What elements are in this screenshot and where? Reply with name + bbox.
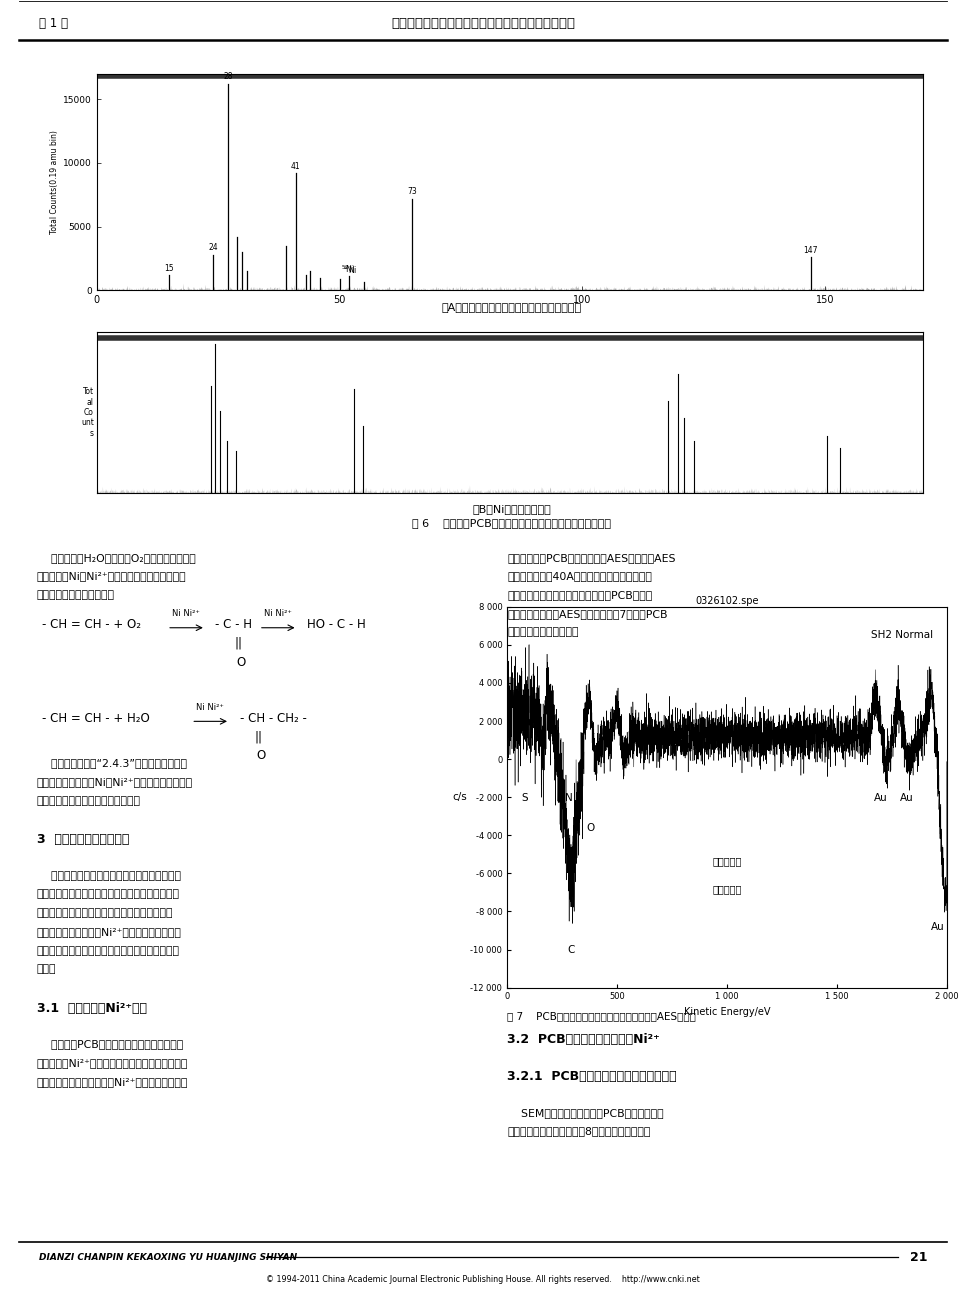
- Text: （A）树脂二次离子质谱分析图谱（正离子谱）: （A）树脂二次离子质谱分析图谱（正离子谱）: [441, 302, 582, 312]
- Text: ²Ni: ²Ni: [344, 265, 355, 274]
- Text: 应，双键断裂，形成羟基：: 应，双键断裂，形成羟基：: [37, 590, 115, 600]
- Text: 21: 21: [910, 1251, 927, 1264]
- Text: SH2 Normal: SH2 Normal: [871, 630, 933, 639]
- Text: 表面分析技术。与失效样品同工艺的PCB板与斌: 表面分析技术。与失效样品同工艺的PCB板与斌: [507, 590, 652, 600]
- Text: 马纸电连接部位的AES分析图谱见图7，可见PCB: 马纸电连接部位的AES分析图谱见图7，可见PCB: [507, 608, 668, 618]
- Text: 3.2  PCB板镀镔层受腑蚀产生Ni²⁺: 3.2 PCB板镀镔层受腑蚀产生Ni²⁺: [507, 1033, 660, 1046]
- Text: 李少平等：斌马纸连接电阔增大失效机理及改进效果: 李少平等：斌马纸连接电阔增大失效机理及改进效果: [391, 17, 575, 30]
- Text: 工艺残留，则样品表面存在Ni²⁺，因此，对失效样: 工艺残留，则样品表面存在Ni²⁺，因此，对失效样: [37, 1077, 188, 1087]
- Text: Ni Ni²⁺: Ni Ni²⁺: [196, 702, 224, 711]
- Y-axis label: Total Counts(0.19 amu bin): Total Counts(0.19 amu bin): [50, 130, 59, 234]
- Text: 未检测到镔: 未检测到镔: [712, 884, 742, 895]
- Text: 第 1 期: 第 1 期: [39, 17, 68, 30]
- Text: 接处镀层存在腑蚀坑，见图8，证明计算器使用过: 接处镀层存在腑蚀坑，见图8，证明计算器使用过: [507, 1126, 650, 1136]
- Text: $^{52}$Ni: $^{52}$Ni: [341, 265, 357, 276]
- Text: 板镀金层表面无镔残留。: 板镀金层表面无镔残留。: [507, 627, 579, 638]
- Title: 0326102.spe: 0326102.spe: [696, 596, 758, 605]
- Text: 镀金层表面: 镀金层表面: [712, 856, 742, 866]
- Text: 73: 73: [408, 187, 417, 196]
- Text: 24: 24: [209, 243, 218, 252]
- Text: （B）Ni附近的谱峰放大: （B）Ni附近的谱峰放大: [472, 503, 552, 514]
- Text: - C - H: - C - H: [215, 618, 252, 631]
- Text: 分析样品表面约40A厚度的元素含量，是一种浅: 分析样品表面约40A厚度的元素含量，是一种浅: [507, 571, 652, 581]
- Text: - CH = CH - + H₂O: - CH = CH - + H₂O: [42, 711, 150, 724]
- Text: 这种转化过程在“2.4.3”项中的红外光谱分: 这种转化过程在“2.4.3”项中的红外光谱分: [37, 758, 186, 768]
- Text: ||: ||: [235, 636, 242, 649]
- Text: 产品中的PCB板在铜箔上镀镔、然后镀金，: 产品中的PCB板在铜箔上镀镔、然后镀金，: [37, 1039, 183, 1050]
- Text: 3.1  产品工艺无Ni²⁺残留: 3.1 产品工艺无Ni²⁺残留: [37, 1002, 147, 1015]
- Text: Au: Au: [931, 923, 945, 932]
- Text: 树脂的老化，那么，只有确认锴的来源，才能对产: 树脂的老化，那么，只有确认锴的来源，才能对产: [37, 889, 180, 900]
- Text: 残留，或产品的材料在使用过程中发生化学作用而: 残留，或产品的材料在使用过程中发生化学作用而: [37, 945, 180, 955]
- Text: O: O: [237, 656, 246, 669]
- Text: S: S: [522, 793, 528, 803]
- Text: 41: 41: [291, 161, 300, 170]
- Text: 3  树脂老化相关原因分析: 3 树脂老化相关原因分析: [37, 834, 129, 847]
- Text: HO - C - H: HO - C - H: [307, 618, 366, 631]
- Y-axis label: Tot
al
Co
unt
s: Tot al Co unt s: [81, 387, 94, 438]
- Text: 品实施改进。产品实际使用过程中，不可能引入: 品实施改进。产品实际使用过程中，不可能引入: [37, 909, 173, 918]
- Y-axis label: c/s: c/s: [452, 793, 467, 802]
- Text: SEM观察可见，失效样品PCB板与斌马纸对: SEM观察可见，失效样品PCB板与斌马纸对: [507, 1108, 664, 1118]
- Text: 图 7    PCB板（与斌马纸电连接处）镀金层表面AES分析图: 图 7 PCB板（与斌马纸电连接处）镀金层表面AES分析图: [507, 1011, 696, 1021]
- Text: ||: ||: [254, 731, 262, 744]
- Text: 3.2.1  PCB板镀层腑蚀坑证明镔受到腑蚀: 3.2.1 PCB板镀层腑蚀坑证明镔受到腑蚀: [507, 1070, 677, 1083]
- Text: 147: 147: [804, 245, 818, 254]
- Text: N: N: [565, 793, 573, 803]
- Text: - CH = CH - + O₂: - CH = CH - + O₂: [42, 618, 140, 631]
- Text: 中的双键在Ni或Ni²⁺作用下，发生加成或氧化反: 中的双键在Ni或Ni²⁺作用下，发生加成或氧化反: [37, 571, 186, 581]
- Text: Au: Au: [900, 793, 914, 803]
- Text: 树脂老化反应过程，加速树脂老化。: 树脂老化反应过程，加速树脂老化。: [37, 795, 141, 806]
- Text: 上述检测分析证实了锴的催化作用加速斌马纸: 上述检测分析证实了锴的催化作用加速斌马纸: [37, 871, 181, 880]
- Text: 15: 15: [164, 263, 174, 272]
- Text: 产生。: 产生。: [37, 964, 56, 975]
- Text: 这是工艺中Ni²⁺残留的唯一可能的来源，如果存在: 这是工艺中Ni²⁺残留的唯一可能的来源，如果存在: [37, 1059, 188, 1068]
- Text: 析中得到验证，其中Ni、Ni²⁺作为催化剂反复参与: 析中得到验证，其中Ni、Ni²⁺作为催化剂反复参与: [37, 777, 193, 788]
- Text: 品相同工艺的PCB板进行俣歌（AES）分析，AES: 品相同工艺的PCB板进行俣歌（AES）分析，AES: [507, 553, 675, 563]
- Text: Ni Ni²⁺: Ni Ni²⁺: [264, 609, 292, 618]
- Text: DIANZI CHANPIN KEKAOXING YU HUANJING SHIYAN: DIANZI CHANPIN KEKAOXING YU HUANJING SHI…: [39, 1252, 297, 1261]
- Text: Au: Au: [874, 793, 888, 803]
- Text: O: O: [256, 749, 266, 762]
- Text: Ni Ni²⁺: Ni Ni²⁺: [172, 609, 200, 618]
- Text: 图 6    斌马纸与PCB板粘接界面树脂二次离子（正离子）质谱: 图 6 斌马纸与PCB板粘接界面树脂二次离子（正离子）质谱: [412, 518, 611, 528]
- Text: 镔，因此，镔（主要是Ni²⁺）是产品生产工艺的: 镔，因此，镔（主要是Ni²⁺）是产品生产工艺的: [37, 927, 182, 937]
- X-axis label: Kinetic Energy/eV: Kinetic Energy/eV: [684, 1007, 770, 1017]
- Text: 28: 28: [223, 72, 233, 81]
- Text: C: C: [567, 945, 575, 955]
- Text: © 1994-2011 China Academic Journal Electronic Publishing House. All rights reser: © 1994-2011 China Academic Journal Elect…: [266, 1274, 700, 1283]
- Text: O: O: [586, 824, 595, 834]
- Text: 在存在水（H₂O）、氧（O₂）的情况下，树脂: 在存在水（H₂O）、氧（O₂）的情况下，树脂: [37, 553, 195, 563]
- Text: - CH - CH₂ -: - CH - CH₂ -: [240, 711, 306, 724]
